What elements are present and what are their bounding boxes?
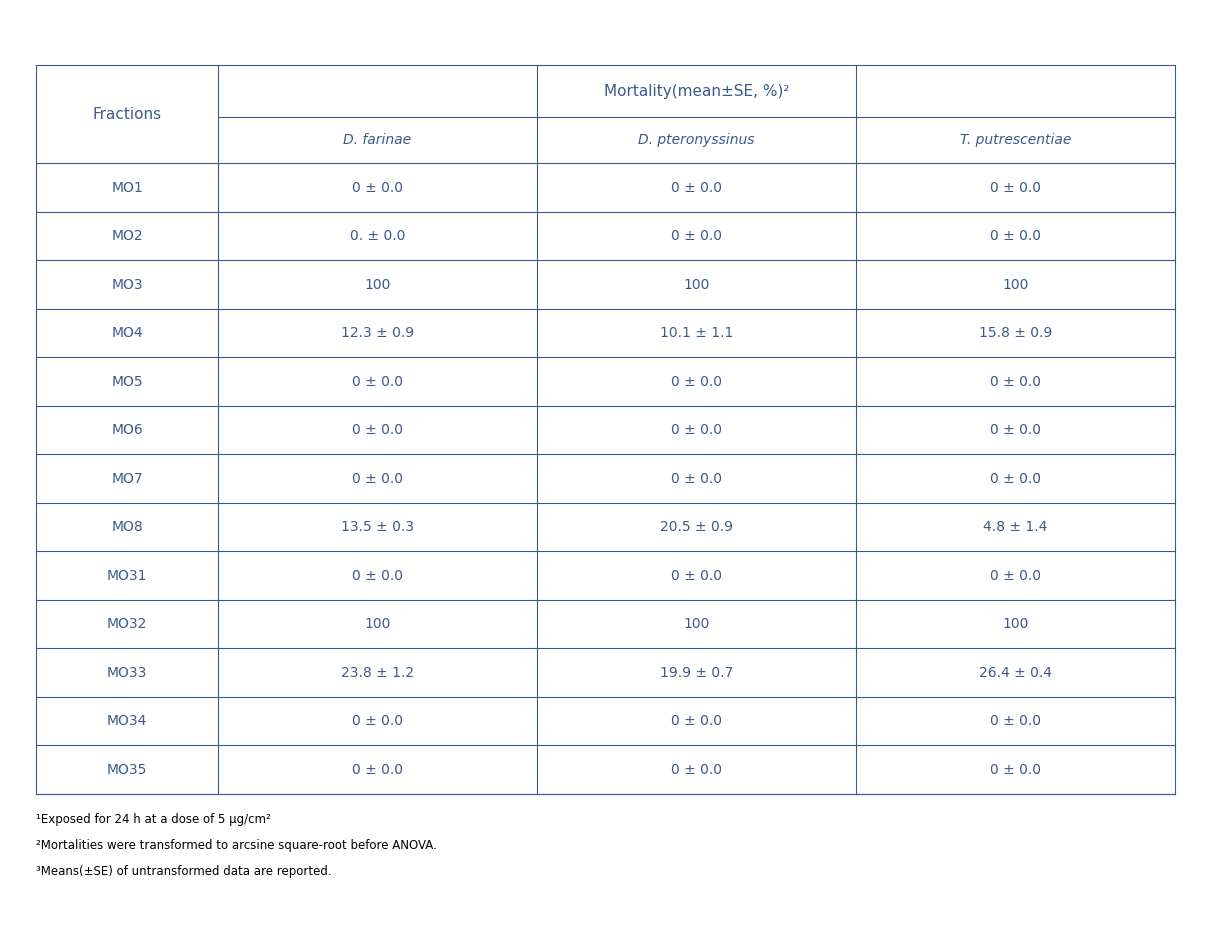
Text: MO2: MO2 xyxy=(111,229,143,243)
Text: 100: 100 xyxy=(365,277,391,291)
Text: 26.4 ± 0.4: 26.4 ± 0.4 xyxy=(978,666,1051,680)
Text: Mortality(mean±SE, %)²: Mortality(mean±SE, %)² xyxy=(603,83,790,99)
Text: 0 ± 0.0: 0 ± 0.0 xyxy=(352,569,403,583)
Text: 0 ± 0.0: 0 ± 0.0 xyxy=(989,472,1040,486)
Text: 0 ± 0.0: 0 ± 0.0 xyxy=(671,569,722,583)
Text: 0 ± 0.0: 0 ± 0.0 xyxy=(671,180,722,194)
Text: MO3: MO3 xyxy=(111,277,143,291)
Text: 0 ± 0.0: 0 ± 0.0 xyxy=(352,763,403,777)
Text: MO5: MO5 xyxy=(111,375,143,389)
Text: 23.8 ± 1.2: 23.8 ± 1.2 xyxy=(340,666,414,680)
Text: 0 ± 0.0: 0 ± 0.0 xyxy=(989,229,1040,243)
Text: 100: 100 xyxy=(1001,277,1028,291)
Text: T. putrescentiae: T. putrescentiae xyxy=(959,134,1071,147)
Text: 0 ± 0.0: 0 ± 0.0 xyxy=(989,763,1040,777)
Text: 0 ± 0.0: 0 ± 0.0 xyxy=(989,375,1040,389)
Text: 0 ± 0.0: 0 ± 0.0 xyxy=(352,472,403,486)
Text: ²Mortalities were transformed to arcsine square-root before ANOVA.: ²Mortalities were transformed to arcsine… xyxy=(36,839,437,852)
Text: 0 ± 0.0: 0 ± 0.0 xyxy=(352,180,403,194)
Text: 4.8 ± 1.4: 4.8 ± 1.4 xyxy=(983,520,1048,534)
Text: MO6: MO6 xyxy=(111,423,143,437)
Text: 0 ± 0.0: 0 ± 0.0 xyxy=(671,229,722,243)
Text: D. pteronyssinus: D. pteronyssinus xyxy=(638,134,754,147)
Text: MO32: MO32 xyxy=(107,617,148,631)
Text: 100: 100 xyxy=(365,617,391,631)
Text: MO1: MO1 xyxy=(111,180,143,194)
Text: 0 ± 0.0: 0 ± 0.0 xyxy=(352,715,403,729)
Text: 0 ± 0.0: 0 ± 0.0 xyxy=(671,715,722,729)
Text: 0. ± 0.0: 0. ± 0.0 xyxy=(350,229,406,243)
Text: 19.9 ± 0.7: 19.9 ± 0.7 xyxy=(660,666,733,680)
Text: MO7: MO7 xyxy=(111,472,143,486)
Text: 0 ± 0.0: 0 ± 0.0 xyxy=(352,375,403,389)
Text: MO4: MO4 xyxy=(111,326,143,340)
Text: 100: 100 xyxy=(683,277,710,291)
Text: 12.3 ± 0.9: 12.3 ± 0.9 xyxy=(340,326,414,340)
Text: MO35: MO35 xyxy=(107,763,148,777)
Text: Fractions: Fractions xyxy=(92,106,162,122)
Text: 0 ± 0.0: 0 ± 0.0 xyxy=(989,715,1040,729)
Text: D. farinae: D. farinae xyxy=(344,134,412,147)
Text: 0 ± 0.0: 0 ± 0.0 xyxy=(352,423,403,437)
Text: 0 ± 0.0: 0 ± 0.0 xyxy=(989,423,1040,437)
Text: 0 ± 0.0: 0 ± 0.0 xyxy=(989,569,1040,583)
Text: MO8: MO8 xyxy=(111,520,143,534)
Text: MO33: MO33 xyxy=(107,666,148,680)
Text: 0 ± 0.0: 0 ± 0.0 xyxy=(989,180,1040,194)
Text: 15.8 ± 0.9: 15.8 ± 0.9 xyxy=(978,326,1052,340)
Text: 100: 100 xyxy=(1001,617,1028,631)
Text: 0 ± 0.0: 0 ± 0.0 xyxy=(671,423,722,437)
Text: ¹Exposed for 24 h at a dose of 5 μg/cm²: ¹Exposed for 24 h at a dose of 5 μg/cm² xyxy=(36,813,271,826)
Text: 0 ± 0.0: 0 ± 0.0 xyxy=(671,472,722,486)
Text: 13.5 ± 0.3: 13.5 ± 0.3 xyxy=(342,520,414,534)
Text: MO34: MO34 xyxy=(107,715,148,729)
Text: 0 ± 0.0: 0 ± 0.0 xyxy=(671,763,722,777)
Text: MO31: MO31 xyxy=(107,569,148,583)
Text: 100: 100 xyxy=(683,617,710,631)
Text: 0 ± 0.0: 0 ± 0.0 xyxy=(671,375,722,389)
Text: 10.1 ± 1.1: 10.1 ± 1.1 xyxy=(660,326,733,340)
Text: 20.5 ± 0.9: 20.5 ± 0.9 xyxy=(660,520,733,534)
Text: ³Means(±SE) of untransformed data are reported.: ³Means(±SE) of untransformed data are re… xyxy=(36,865,332,878)
